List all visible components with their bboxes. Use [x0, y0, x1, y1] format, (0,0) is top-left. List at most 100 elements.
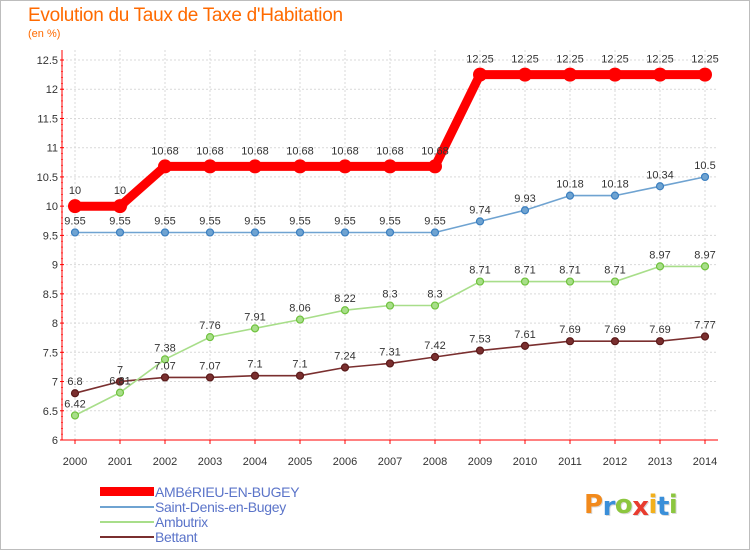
data-label: 7: [117, 365, 123, 377]
data-label: 7.42: [424, 340, 445, 352]
data-point: [475, 217, 485, 226]
data-point: [565, 337, 575, 346]
data-point: [250, 324, 260, 333]
legend-label: Bettant: [155, 528, 198, 545]
data-label: 9.74: [469, 204, 490, 216]
x-tick-label: 2001: [108, 456, 132, 468]
y-tick-label: 10: [46, 201, 58, 213]
data-label: 12.25: [511, 54, 539, 66]
data-label: 7.69: [559, 324, 580, 336]
data-label: 8.22: [334, 293, 355, 305]
data-point: [70, 389, 80, 398]
data-point: [565, 191, 575, 200]
data-point: [340, 228, 350, 237]
y-tick-label: 9: [52, 260, 58, 272]
data-label: 7.07: [154, 360, 175, 372]
logo-letter: P: [584, 490, 603, 520]
data-label: 9.55: [154, 215, 175, 227]
data-label: 8.97: [649, 249, 670, 261]
axes: 6 6.5 7 7.5 8 8.5 9 9.5 10 10.5 11 11.5 12 12.5 2000 20…: [37, 50, 718, 468]
legend-item-saint-denis: Saint-Denis-en-Bugey: [100, 498, 299, 515]
data-point: [338, 159, 352, 174]
data-point: [610, 277, 620, 286]
data-label: 8.71: [514, 265, 535, 277]
y-tick-label: 12: [46, 84, 58, 96]
data-label: 7.77: [694, 320, 715, 332]
data-label: 10.68: [331, 145, 359, 157]
data-label: 8.3: [427, 289, 442, 301]
data-label: 6.81: [109, 376, 130, 388]
data-label: 9.55: [289, 215, 310, 227]
legend-item-ambérieu: AMBéRIEU-EN-BUGEY: [100, 483, 300, 500]
data-label: 7.69: [649, 324, 670, 336]
data-label: 10.68: [151, 145, 179, 157]
data-label: 10.68: [421, 145, 449, 157]
data-label: 9.55: [334, 215, 355, 227]
data-point: [113, 199, 127, 214]
x-tick-label: 2006: [333, 456, 357, 468]
data-point: [655, 182, 665, 191]
x-tick-label: 2004: [243, 456, 267, 468]
x-tick-label: 2005: [288, 456, 312, 468]
data-label: 9.55: [109, 215, 130, 227]
data-point: [250, 371, 260, 380]
data-point: [430, 301, 440, 310]
data-label: 10.68: [241, 145, 269, 157]
data-point: [655, 337, 665, 346]
data-label: 9.55: [379, 215, 400, 227]
data-point: [115, 388, 125, 397]
data-point: [653, 67, 667, 82]
data-point: [340, 363, 350, 372]
data-point: [70, 228, 80, 237]
data-point: [563, 67, 577, 82]
data-point: [520, 277, 530, 286]
y-tick-label: 7.5: [43, 347, 58, 359]
data-label: 8.3: [382, 289, 397, 301]
data-label: 8.97: [694, 249, 715, 261]
chart-title: Evolution du Taux de Taxe d'Habitation: [28, 5, 343, 26]
data-point: [608, 67, 622, 82]
data-label: 8.71: [604, 265, 625, 277]
legend-item-bettant: Bettant: [100, 528, 299, 545]
data-point: [610, 191, 620, 200]
data-point: [700, 332, 710, 341]
data-label: 7.31: [379, 346, 400, 358]
data-label: 10.18: [556, 179, 584, 191]
legend-label: AMBéRIEU-EN-BUGEY: [155, 483, 300, 500]
data-point: [518, 67, 532, 82]
data-label: 12.25: [556, 54, 584, 66]
x-tick-label: 2010: [513, 456, 537, 468]
data-point: [68, 199, 82, 214]
legend-swatch: [100, 487, 154, 496]
data-point: [160, 355, 170, 364]
data-label: 8.06: [289, 303, 310, 315]
legend-item-ambutrix: Ambutrix: [100, 514, 299, 530]
data-label: 8.71: [559, 265, 580, 277]
data-label: 10.18: [601, 179, 629, 191]
y-tick-label: 8.5: [43, 289, 58, 301]
data-label: 9.55: [244, 215, 265, 227]
data-label: 7.07: [199, 360, 220, 372]
data-point: [293, 159, 307, 174]
data-label: 7.1: [247, 359, 262, 371]
data-point: [700, 172, 710, 182]
legend-label: Saint-Denis-en-Bugey: [155, 498, 286, 515]
data-point: [160, 373, 170, 382]
y-tick-label: 7: [52, 377, 58, 389]
data-label: 7.1: [292, 359, 307, 371]
data-label: 9.55: [64, 215, 85, 227]
data-label: 7.24: [334, 351, 355, 363]
logo-letter: r: [602, 492, 616, 522]
data-label: 9.55: [199, 215, 220, 227]
y-tick-label: 6.5: [43, 406, 58, 418]
data-point: [430, 352, 440, 362]
data-label: 7.61: [514, 329, 535, 341]
y-tick-label: 11: [47, 143, 58, 155]
data-point: [655, 262, 665, 271]
data-point: [565, 277, 575, 286]
data-point: [295, 315, 305, 324]
data-label: 7.76: [199, 320, 220, 332]
data-point: [250, 228, 260, 237]
data-point: [385, 228, 395, 237]
data-label: 10.34: [646, 169, 674, 181]
